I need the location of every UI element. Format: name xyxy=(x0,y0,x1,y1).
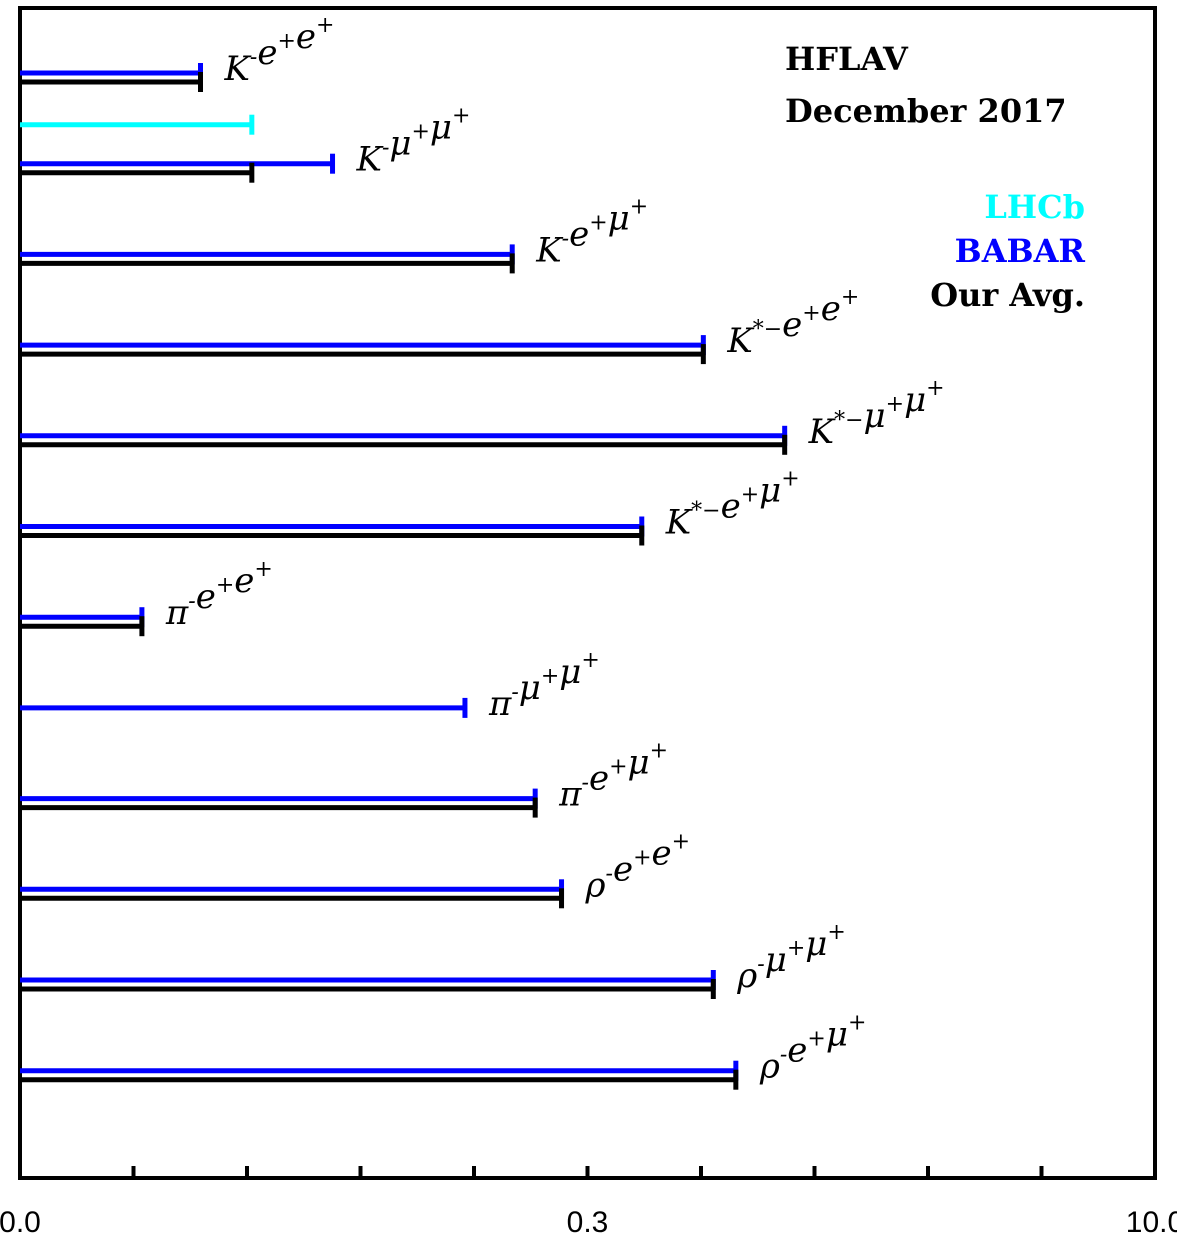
legend-entry: BABAR xyxy=(955,232,1086,270)
category-label: K*−e+μ+ xyxy=(665,467,800,543)
category-label: π-e+μ+ xyxy=(558,739,668,815)
bar-our-avg--1 xyxy=(20,162,255,183)
x-axis-tick-labels: 0.0 0.3 10.0 xyxy=(0,1206,1177,1239)
x-tick-label: 0.0 xyxy=(0,1206,41,1239)
legend-entry: LHCb xyxy=(984,188,1085,226)
bar-our-avg--3 xyxy=(20,344,706,365)
bar-babar-7 xyxy=(20,697,468,718)
bar-our-avg--4 xyxy=(20,434,788,455)
category-label: K-e+e+ xyxy=(224,13,335,89)
category-label: K-μ+μ+ xyxy=(356,104,471,180)
category-label: ρ-e+μ+ xyxy=(759,1011,867,1087)
bar-lhcb-1 xyxy=(20,114,255,135)
bar-babar-1 xyxy=(20,153,336,174)
category-label: K-e+μ+ xyxy=(535,194,648,270)
bar-our-avg--11 xyxy=(20,1069,739,1090)
category-labels: K-e+e+ K-μ+μ+ K-e+μ+ K*−e+e+ K*−μ+μ+K*−e+μ+ π… xyxy=(165,13,945,1087)
x-axis-ticks xyxy=(18,1166,1157,1178)
bar-our-avg--10 xyxy=(20,979,716,999)
bar-our-avg--9 xyxy=(20,888,565,909)
bar-our-avg--6 xyxy=(20,616,145,637)
bar-our-avg--8 xyxy=(20,797,538,818)
header-title: HFLAV xyxy=(785,40,909,78)
bar-series xyxy=(20,63,788,1090)
x-tick-label: 0.3 xyxy=(567,1206,609,1239)
bar-our-avg--2 xyxy=(20,253,515,274)
header-date: December 2017 xyxy=(785,92,1067,130)
bar-our-avg--5 xyxy=(20,525,645,546)
legend-entry: Our Avg. xyxy=(930,276,1085,314)
category-label: ρ-e+e+ xyxy=(585,829,691,905)
legend: LHCb BABAR Our Avg. xyxy=(930,188,1085,314)
category-label: π-e+e+ xyxy=(165,557,273,633)
category-label: ρ-μ+μ+ xyxy=(736,920,846,996)
category-label: K*−μ+μ+ xyxy=(808,376,945,452)
category-label: K*−e+e+ xyxy=(726,285,859,361)
x-tick-label: 10.0 xyxy=(1126,1206,1177,1239)
category-label: π-μ+μ+ xyxy=(488,648,600,724)
bar-our-avg--0 xyxy=(20,72,204,92)
